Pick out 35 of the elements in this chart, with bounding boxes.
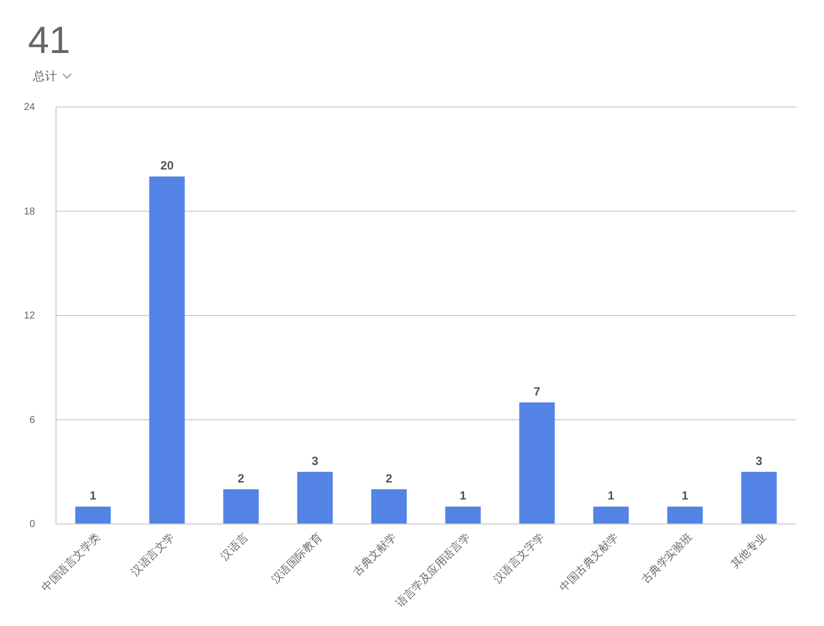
data-label: 3 bbox=[756, 454, 763, 468]
bar bbox=[667, 506, 703, 524]
data-label: 20 bbox=[160, 158, 174, 172]
chart-title: 41 bbox=[28, 20, 70, 62]
y-tick-label: 24 bbox=[24, 102, 36, 114]
data-label: 3 bbox=[312, 454, 319, 468]
data-label: 7 bbox=[534, 384, 541, 398]
x-tick-label: 汉语言文字学 bbox=[490, 530, 547, 586]
bar bbox=[371, 489, 407, 524]
x-tick-label: 中国古典文献学 bbox=[557, 530, 621, 594]
chart-subtitle: 总计 bbox=[32, 69, 57, 83]
data-label: 1 bbox=[460, 488, 467, 503]
x-tick-label: 汉语国际教育 bbox=[268, 530, 325, 586]
data-label: 1 bbox=[90, 488, 97, 503]
y-tick-label: 18 bbox=[24, 206, 36, 218]
x-tick-label: 中国语言文学类 bbox=[39, 530, 103, 594]
bar bbox=[223, 489, 259, 524]
x-tick-label: 汉语言文学 bbox=[128, 530, 177, 579]
y-tick-label: 12 bbox=[24, 310, 36, 322]
data-label: 2 bbox=[238, 471, 245, 486]
x-tick-label: 汉语言 bbox=[218, 530, 251, 564]
x-tick-label: 古典学实验班 bbox=[638, 530, 695, 586]
bar bbox=[445, 506, 481, 524]
data-label: 1 bbox=[608, 488, 615, 503]
bar bbox=[593, 506, 629, 524]
y-tick-label: 6 bbox=[29, 414, 36, 426]
y-tick-label: 0 bbox=[29, 519, 36, 530]
data-label: 1 bbox=[682, 488, 689, 503]
bar bbox=[519, 402, 555, 524]
x-tick-label: 其他专业 bbox=[728, 530, 769, 571]
bar bbox=[297, 472, 333, 524]
bar bbox=[75, 506, 111, 524]
bar bbox=[741, 472, 777, 524]
data-label: 2 bbox=[386, 471, 393, 486]
bar bbox=[149, 176, 185, 524]
